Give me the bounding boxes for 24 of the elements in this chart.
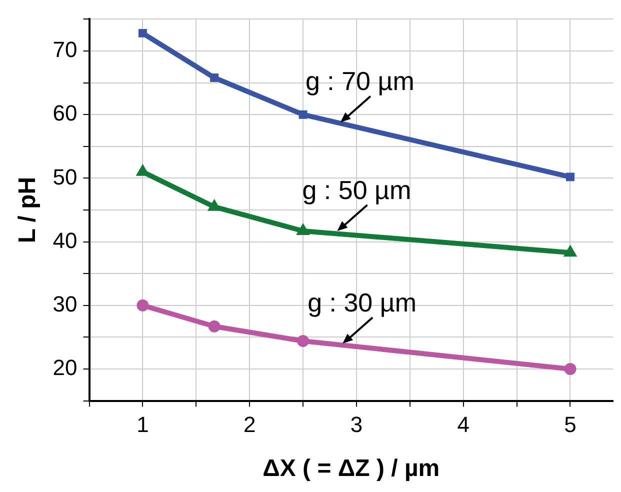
y-tick-label: 70 bbox=[52, 37, 78, 62]
point bbox=[564, 363, 576, 375]
x-tick-label: 3 bbox=[350, 412, 363, 438]
annotation: g : 70 µm bbox=[305, 66, 414, 96]
point bbox=[136, 299, 149, 312]
x-tick-label: 1 bbox=[136, 412, 149, 438]
point bbox=[208, 320, 220, 332]
x-tick-label: 4 bbox=[457, 412, 470, 438]
y-axis-title: L / pH bbox=[14, 176, 42, 244]
y-tick-label: 60 bbox=[52, 100, 78, 126]
y-tick-label: 20 bbox=[52, 355, 78, 380]
point bbox=[297, 335, 310, 348]
x-tick-label: 2 bbox=[243, 412, 256, 438]
annotation: g : 30 µm bbox=[308, 288, 417, 318]
y-tick-label: 50 bbox=[52, 164, 78, 190]
point bbox=[298, 110, 308, 119]
annotation: g : 50 µm bbox=[302, 174, 412, 205]
point bbox=[566, 172, 574, 182]
y-tick-label: 30 bbox=[52, 291, 78, 316]
x-axis-title: ΔX ( = ΔZ ) / µm bbox=[262, 455, 440, 482]
y-tick-label: 40 bbox=[52, 228, 78, 253]
x-tick-label: 5 bbox=[564, 412, 576, 438]
point bbox=[138, 28, 147, 38]
point bbox=[210, 73, 219, 82]
